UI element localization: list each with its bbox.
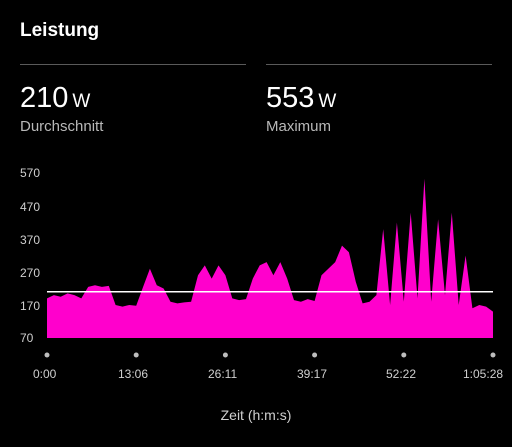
divider-left [20,64,246,65]
x-tick-label: 13:06 [118,367,149,381]
average-label: Durchschnitt [20,118,104,135]
x-tick-dot [401,352,407,358]
divider-right [266,64,492,65]
x-tick-label: 0:00 [33,367,57,381]
x-tick-label: 52:22 [386,367,417,381]
maximum-unit: W [318,91,337,112]
average-number: 210 [20,82,69,114]
x-tick-dot [133,352,139,358]
maximum-number: 553 [266,82,315,114]
average-unit: W [72,91,91,112]
page-title: Leistung [20,20,100,41]
y-tick-label: 70 [20,331,34,345]
x-tick-dot [490,352,496,358]
maximum-value: 553 W [266,82,336,115]
y-tick-label: 170 [20,299,41,313]
y-tick-label: 470 [20,200,41,214]
x-tick-label: 1:05:28 [463,367,504,381]
x-tick-dot [222,352,228,358]
x-tick-label: 39:17 [297,367,328,381]
power-series-area [47,178,493,338]
x-tick-label: 26:11 [208,367,238,381]
y-tick-label: 570 [20,166,41,180]
x-axis-title: Zeit (h:m:s) [220,407,292,423]
maximum-label: Maximum [266,118,332,135]
y-tick-label: 370 [20,233,41,247]
average-value: 210 W [20,82,90,115]
x-tick-dot [312,352,318,358]
y-tick-label: 270 [20,266,41,280]
x-tick-dot [44,352,50,358]
